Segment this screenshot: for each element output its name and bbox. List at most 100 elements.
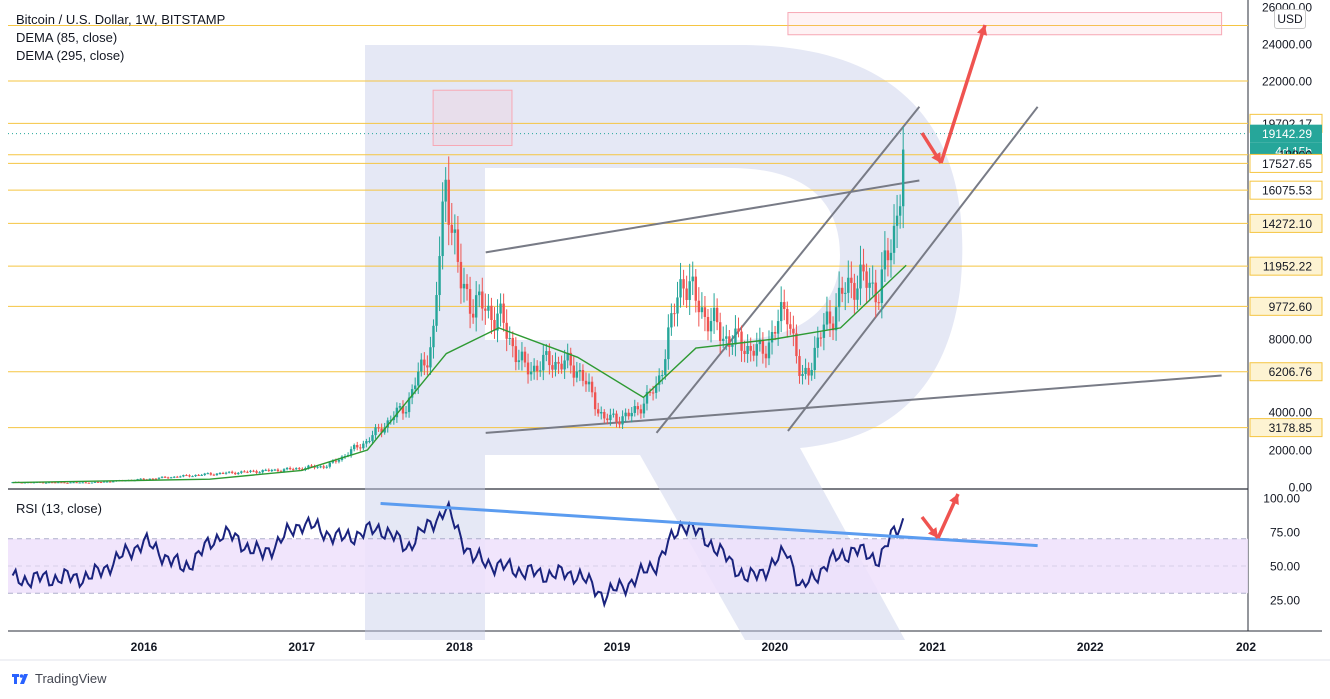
rsi-line bbox=[11, 499, 1038, 609]
candle-body bbox=[307, 465, 310, 469]
candle-body bbox=[578, 369, 582, 372]
candle-body bbox=[606, 418, 609, 421]
candle-body bbox=[511, 338, 514, 347]
candle-body bbox=[51, 482, 54, 484]
candle-body bbox=[688, 281, 691, 300]
candle-body bbox=[615, 413, 618, 422]
candle-body bbox=[627, 412, 630, 417]
candle-body bbox=[386, 420, 389, 428]
candle-body bbox=[209, 473, 213, 475]
candle-body bbox=[481, 291, 484, 309]
candle-body bbox=[728, 336, 731, 347]
candle-body bbox=[255, 471, 258, 473]
candle-body bbox=[54, 482, 57, 484]
candle-body bbox=[349, 449, 353, 455]
candle-body bbox=[163, 476, 167, 478]
candle-body bbox=[737, 328, 740, 332]
candle-body bbox=[279, 471, 283, 473]
rsi-drop-arrow-head bbox=[927, 527, 938, 538]
candle-body bbox=[789, 324, 792, 329]
candle-body bbox=[548, 351, 551, 366]
candle-body bbox=[758, 339, 762, 345]
candle-body bbox=[151, 478, 155, 480]
candle-body bbox=[801, 374, 804, 376]
candle-body bbox=[847, 277, 850, 293]
candle-body bbox=[600, 411, 603, 414]
candle-body bbox=[493, 319, 496, 331]
candle-body bbox=[740, 331, 743, 351]
indicator-dema-85[interactable]: DEMA (85, close) bbox=[16, 30, 118, 45]
rsi-legend: RSI (13, close) bbox=[16, 500, 102, 518]
candle-body bbox=[667, 327, 670, 360]
candle-body bbox=[301, 468, 304, 470]
candle-body bbox=[41, 482, 45, 484]
candle-body bbox=[413, 385, 417, 390]
price-tick-label: 8000.00 bbox=[1269, 333, 1313, 347]
candle-body bbox=[316, 466, 319, 468]
price-tick-label: 16075.53 bbox=[1262, 184, 1312, 198]
time-tick-label: 2018 bbox=[446, 640, 473, 654]
candle-body bbox=[261, 470, 264, 473]
currency-button[interactable]: USD bbox=[1274, 9, 1306, 29]
candle-body bbox=[328, 462, 331, 467]
candle-body bbox=[176, 476, 179, 478]
candle-body bbox=[612, 413, 615, 415]
candle-body bbox=[816, 337, 819, 348]
candle-body bbox=[694, 276, 697, 301]
indicator-dema-295[interactable]: DEMA (295, close) bbox=[16, 48, 125, 63]
candle-body bbox=[365, 441, 368, 444]
candle-body bbox=[410, 389, 414, 398]
candle-body bbox=[474, 295, 478, 318]
rsi-13-line bbox=[11, 499, 905, 609]
level-tag bbox=[1249, 153, 1323, 173]
rsi-tick-label: 25.00 bbox=[1270, 594, 1300, 608]
candle-body bbox=[572, 365, 575, 378]
rsi-label[interactable]: RSI (13, close) bbox=[16, 501, 102, 516]
price-rise-arrow-head bbox=[977, 25, 988, 36]
candle-body bbox=[773, 332, 777, 334]
candle-body bbox=[404, 412, 408, 414]
candle-body bbox=[258, 472, 261, 474]
candle-body bbox=[87, 482, 91, 484]
price-tick-label: 14272.10 bbox=[1262, 217, 1312, 231]
candle-body bbox=[417, 371, 420, 386]
candle-body bbox=[212, 474, 216, 476]
candle-body bbox=[331, 460, 335, 463]
candle-body bbox=[603, 411, 606, 419]
candle-body bbox=[468, 289, 472, 314]
candle-body bbox=[834, 307, 838, 331]
candle-body bbox=[84, 482, 87, 484]
rsi-rise-arrow-head bbox=[949, 494, 959, 505]
candle-body bbox=[234, 472, 237, 475]
candle-body bbox=[230, 471, 234, 473]
candle-body bbox=[779, 302, 783, 322]
candle-body bbox=[484, 308, 487, 311]
candle-body bbox=[368, 440, 371, 442]
candle-body bbox=[169, 477, 173, 479]
candle-body bbox=[136, 479, 139, 481]
candle-body bbox=[569, 352, 572, 366]
candle-body bbox=[725, 336, 728, 339]
candle-body bbox=[581, 369, 585, 381]
candle-body bbox=[148, 478, 152, 480]
candle-body bbox=[112, 481, 115, 483]
candle-body bbox=[237, 472, 240, 475]
candle-body bbox=[471, 313, 475, 318]
rsi-tick-label: 75.00 bbox=[1270, 526, 1300, 540]
candle-body bbox=[377, 427, 380, 429]
candle-body bbox=[188, 475, 191, 477]
candle-body bbox=[523, 351, 527, 363]
channel-line bbox=[787, 106, 1039, 432]
channel-line bbox=[655, 106, 921, 434]
price-rise-arrow bbox=[939, 24, 987, 164]
candle-body bbox=[157, 477, 161, 479]
candle-body bbox=[783, 302, 786, 309]
price-tick-label: 0.00 bbox=[1289, 481, 1313, 495]
level-tag bbox=[1249, 256, 1323, 276]
candle-body bbox=[224, 472, 228, 474]
tradingview-brand[interactable]: TradingView bbox=[12, 671, 107, 686]
candle-body bbox=[206, 473, 209, 475]
candle-body bbox=[432, 325, 435, 348]
rsi-tick-label: 100.00 bbox=[1263, 492, 1300, 506]
